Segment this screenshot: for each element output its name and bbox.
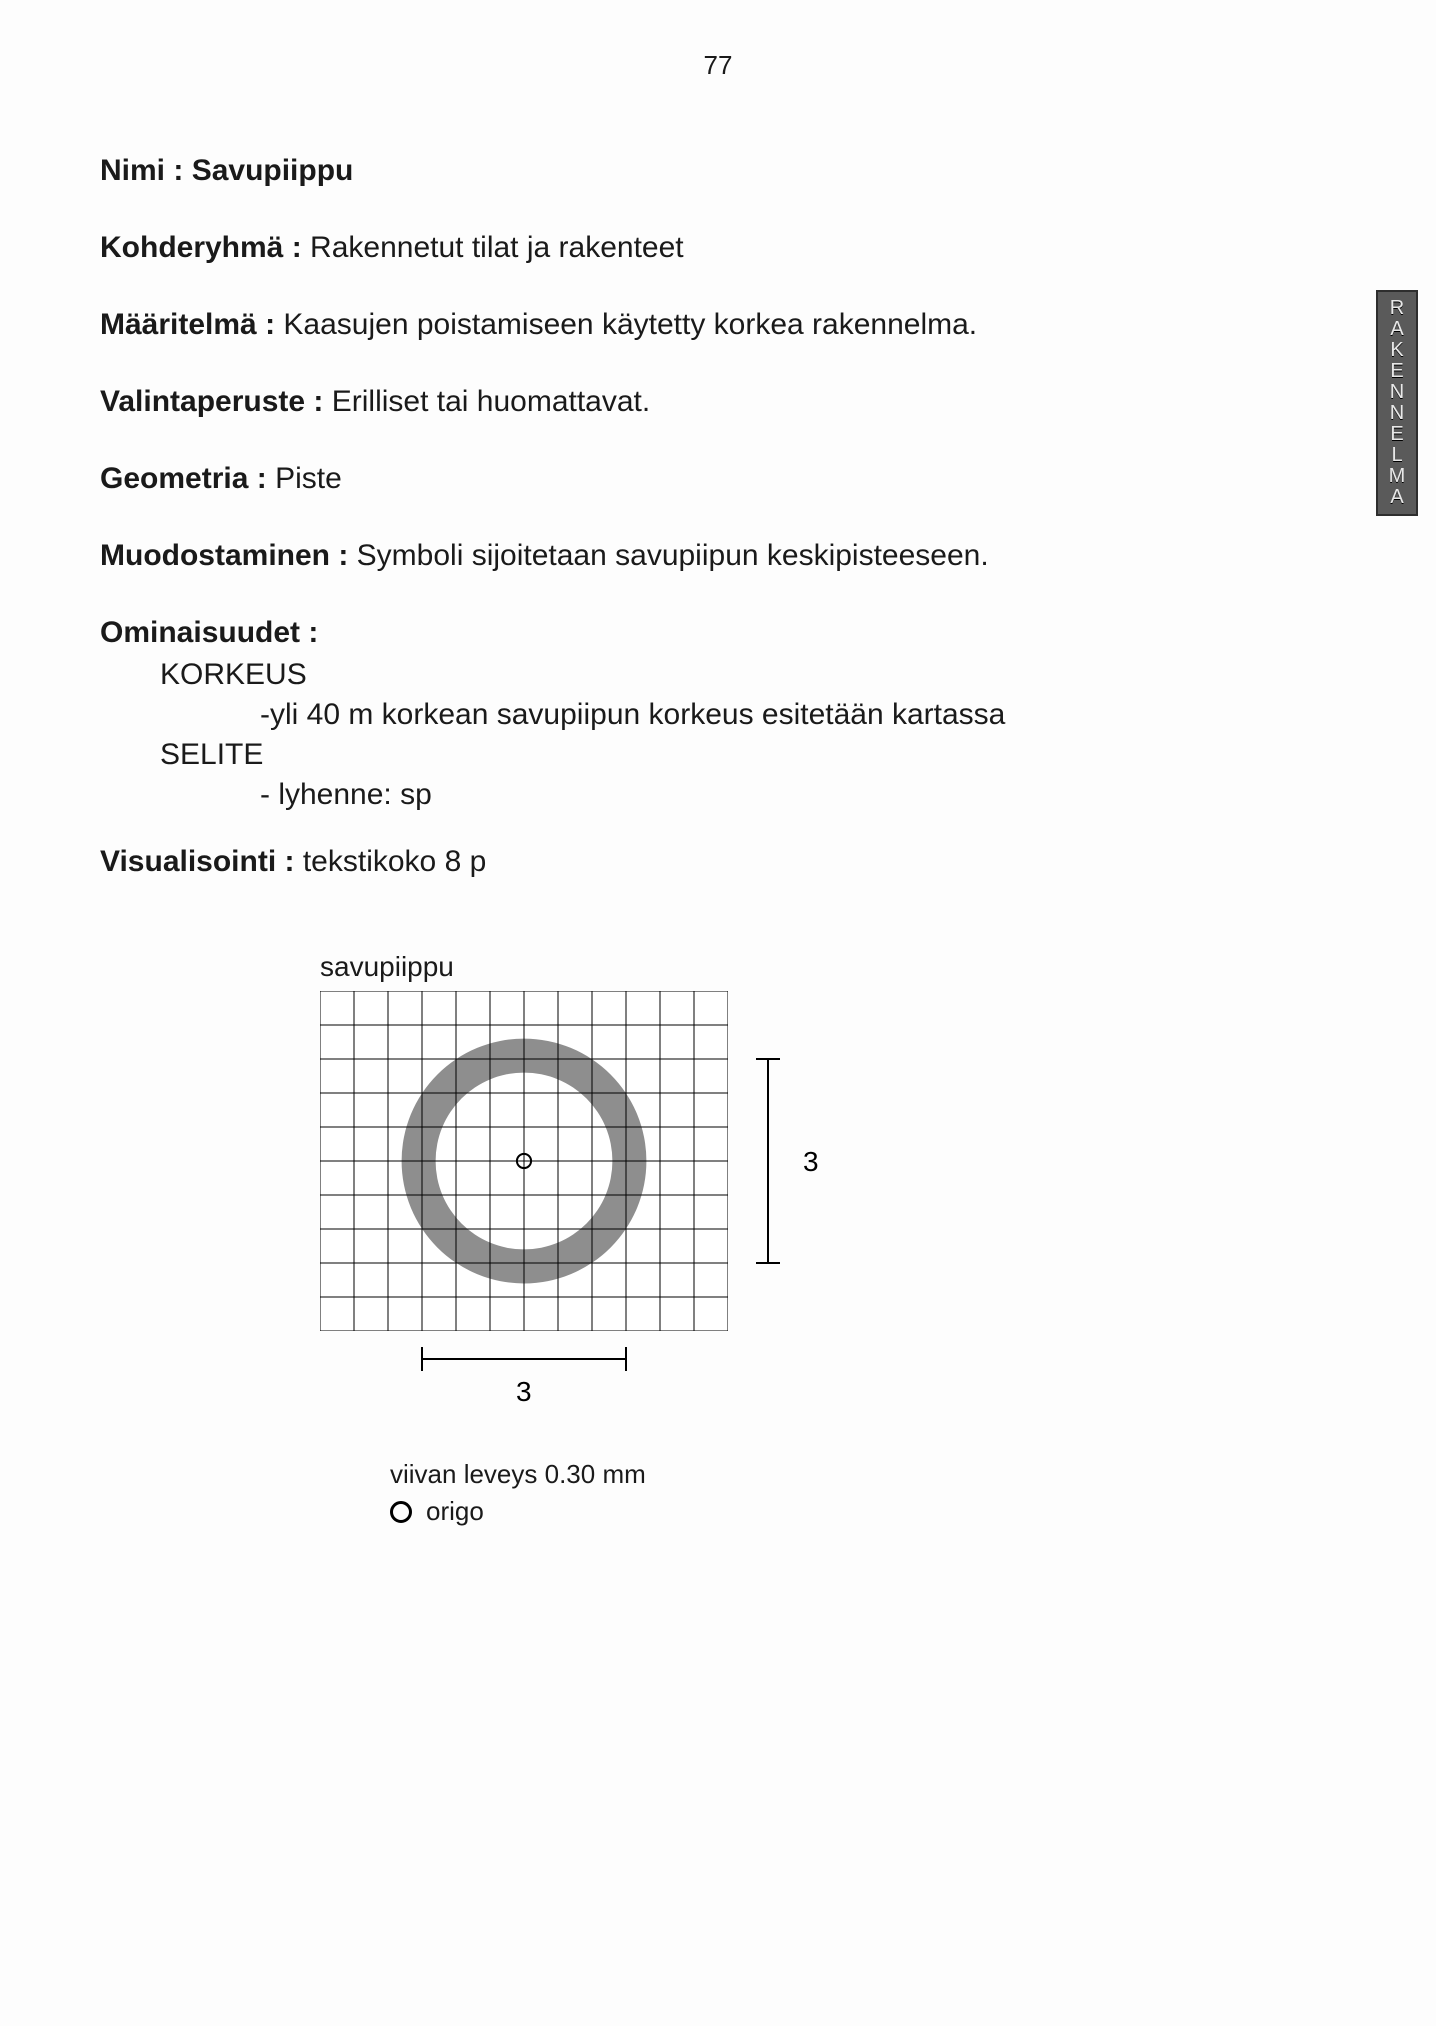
side-tab-letter: A [1378, 487, 1416, 508]
value-visualisointi: tekstikoko 8 p [303, 845, 486, 878]
side-tab-letter: N [1378, 403, 1416, 424]
label-valintaperuste: Valintaperuste : [100, 385, 323, 418]
value-muodostaminen: Symboli sijoitetaan savupiipun keskipist… [357, 539, 989, 572]
side-tab-letter: M [1378, 466, 1416, 487]
dimension-y: 3 [748, 991, 838, 1331]
label-maaritelma: Määritelmä : [100, 308, 275, 341]
value-maaritelma: Kaasujen poistamiseen käytetty korkea ra… [283, 308, 977, 341]
ominaisuudet-item-0-note: -yli 40 m korkean savupiipun korkeus esi… [260, 698, 1336, 732]
value-geometria: Piste [275, 462, 342, 495]
dimension-x: 3 [320, 1339, 728, 1419]
field-valintaperuste: Valintaperuste : Erilliset tai huomattav… [100, 382, 1336, 421]
diagram-legend: viivan leveys 0.30 mm origo [390, 1459, 1336, 1527]
side-tab-letter: E [1378, 361, 1416, 382]
ominaisuudet-item-0-name: KORKEUS [160, 658, 1336, 692]
side-tab-letter: R [1378, 298, 1416, 319]
side-tab-letter: A [1378, 319, 1416, 340]
legend-origo: origo [426, 1496, 484, 1527]
label-visualisointi: Visualisointi : [100, 845, 295, 878]
ominaisuudet-item-1-note: - lyhenne: sp [260, 778, 1336, 812]
svg-text:3: 3 [803, 1146, 819, 1177]
symbol-diagram-region: savupiippu 3 3 viivan leveys 0.30 mm ori… [320, 951, 1336, 1527]
side-tab-letter: E [1378, 424, 1416, 445]
label-ominaisuudet: Ominaisuudet : [100, 616, 318, 649]
field-visualisointi: Visualisointi : tekstikoko 8 p [100, 842, 1336, 881]
label-muodostaminen: Muodostaminen : [100, 539, 348, 572]
label-nimi: Nimi : [100, 154, 183, 187]
side-tab-rakennelma: RAKENNELMA [1376, 290, 1418, 516]
side-tab-letter: N [1378, 382, 1416, 403]
field-kohderyhma: Kohderyhmä : Rakennetut tilat ja rakente… [100, 228, 1336, 267]
ominaisuudet-item-1-name: SELITE [160, 738, 1336, 772]
ominaisuudet-block: Ominaisuudet : KORKEUS -yli 40 m korkean… [100, 613, 1336, 812]
origo-icon [390, 1501, 412, 1523]
diagram-title: savupiippu [320, 951, 1336, 983]
field-maaritelma: Määritelmä : Kaasujen poistamiseen käyte… [100, 305, 1336, 344]
page: 77 Nimi : Savupiippu Kohderyhmä : Rakenn… [0, 0, 1436, 2026]
value-nimi: Savupiippu [192, 154, 354, 187]
value-kohderyhma: Rakennetut tilat ja rakenteet [310, 231, 684, 264]
legend-line-width: viivan leveys 0.30 mm [390, 1459, 1336, 1490]
svg-text:3: 3 [516, 1376, 532, 1407]
side-tab-letter: K [1378, 340, 1416, 361]
side-tab-letter: L [1378, 445, 1416, 466]
label-geometria: Geometria : [100, 462, 267, 495]
value-valintaperuste: Erilliset tai huomattavat. [332, 385, 650, 418]
label-kohderyhma: Kohderyhmä : [100, 231, 302, 264]
page-number: 77 [100, 50, 1336, 81]
field-nimi: Nimi : Savupiippu [100, 151, 1336, 190]
field-muodostaminen: Muodostaminen : Symboli sijoitetaan savu… [100, 536, 1336, 575]
field-geometria: Geometria : Piste [100, 459, 1336, 498]
symbol-diagram [320, 991, 728, 1331]
